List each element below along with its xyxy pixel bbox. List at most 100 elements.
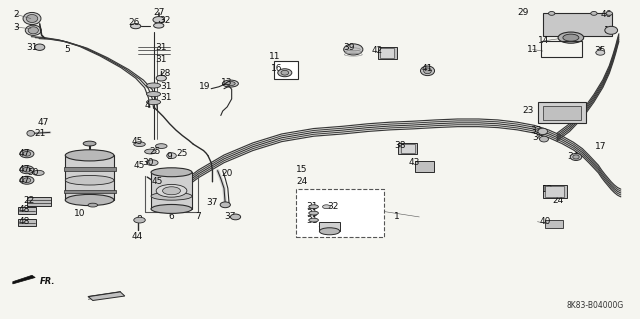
Ellipse shape xyxy=(147,92,161,97)
Ellipse shape xyxy=(223,80,238,87)
Text: 37: 37 xyxy=(225,212,236,221)
Bar xyxy=(296,189,384,237)
Ellipse shape xyxy=(20,176,34,184)
Text: 3: 3 xyxy=(13,23,19,32)
Text: 45: 45 xyxy=(134,161,145,170)
Ellipse shape xyxy=(225,82,236,86)
Ellipse shape xyxy=(147,160,158,166)
Text: 25: 25 xyxy=(177,149,188,158)
Text: 22: 22 xyxy=(23,197,35,205)
Text: 44: 44 xyxy=(132,232,143,241)
Ellipse shape xyxy=(230,214,241,220)
Text: 42: 42 xyxy=(372,46,383,55)
Text: 31: 31 xyxy=(26,43,38,52)
Bar xyxy=(543,185,567,198)
Ellipse shape xyxy=(319,223,340,230)
Text: 24: 24 xyxy=(552,197,564,205)
Bar xyxy=(415,161,434,172)
Ellipse shape xyxy=(308,211,319,215)
Bar xyxy=(545,186,564,197)
Ellipse shape xyxy=(156,144,167,149)
Text: 35: 35 xyxy=(595,46,606,55)
Bar xyxy=(543,106,581,120)
Ellipse shape xyxy=(28,27,38,34)
Ellipse shape xyxy=(23,178,31,182)
Text: 40: 40 xyxy=(540,217,551,226)
Text: 1: 1 xyxy=(394,212,399,221)
Ellipse shape xyxy=(605,26,618,34)
Ellipse shape xyxy=(134,217,145,223)
Text: 31: 31 xyxy=(307,202,318,211)
Ellipse shape xyxy=(20,166,34,174)
Text: 27: 27 xyxy=(153,8,164,17)
Text: 48: 48 xyxy=(19,217,30,226)
Text: 29: 29 xyxy=(518,8,529,17)
Ellipse shape xyxy=(156,75,166,81)
Ellipse shape xyxy=(308,218,319,222)
Ellipse shape xyxy=(27,130,35,136)
Ellipse shape xyxy=(156,184,187,197)
Ellipse shape xyxy=(35,44,45,50)
Text: 31: 31 xyxy=(156,55,167,63)
Text: 30: 30 xyxy=(143,158,154,167)
Text: 15: 15 xyxy=(296,165,308,174)
Bar xyxy=(541,41,582,57)
Ellipse shape xyxy=(540,136,548,142)
Text: 45: 45 xyxy=(151,177,163,186)
Text: 48: 48 xyxy=(19,205,30,214)
Text: 50: 50 xyxy=(28,168,39,177)
Text: 10: 10 xyxy=(74,209,86,218)
Ellipse shape xyxy=(323,205,330,209)
Ellipse shape xyxy=(26,14,38,23)
Ellipse shape xyxy=(20,150,34,158)
Ellipse shape xyxy=(147,83,161,88)
Ellipse shape xyxy=(153,17,164,23)
Text: 2: 2 xyxy=(13,10,19,19)
Text: 8K83-B04000G: 8K83-B04000G xyxy=(567,301,624,310)
Text: 32: 32 xyxy=(327,202,339,211)
Bar xyxy=(64,167,116,171)
Ellipse shape xyxy=(131,24,141,29)
Ellipse shape xyxy=(220,202,230,208)
Ellipse shape xyxy=(151,204,192,213)
Bar xyxy=(27,197,51,206)
Bar xyxy=(18,207,36,214)
Bar xyxy=(398,143,417,154)
Bar xyxy=(274,61,298,79)
Bar xyxy=(401,144,415,153)
Ellipse shape xyxy=(23,151,31,156)
Text: 39: 39 xyxy=(343,43,355,52)
Ellipse shape xyxy=(344,44,363,55)
Text: 17: 17 xyxy=(595,142,606,151)
Ellipse shape xyxy=(570,153,582,160)
Ellipse shape xyxy=(424,68,431,74)
Text: 38: 38 xyxy=(394,141,406,150)
Ellipse shape xyxy=(147,100,161,105)
Ellipse shape xyxy=(573,155,579,159)
Bar xyxy=(18,219,36,226)
Text: 37: 37 xyxy=(207,198,218,207)
Text: 36: 36 xyxy=(532,133,543,142)
Bar xyxy=(64,190,116,193)
Ellipse shape xyxy=(606,11,612,15)
Ellipse shape xyxy=(151,168,192,177)
Bar xyxy=(543,13,612,36)
Text: 46: 46 xyxy=(601,10,612,19)
Text: 6: 6 xyxy=(169,212,174,221)
Text: 23: 23 xyxy=(522,106,534,115)
Ellipse shape xyxy=(33,170,44,175)
Bar xyxy=(65,155,114,200)
Text: 34: 34 xyxy=(567,152,579,161)
Ellipse shape xyxy=(420,66,435,76)
Ellipse shape xyxy=(281,70,289,75)
Text: 4: 4 xyxy=(145,101,150,110)
Text: 41: 41 xyxy=(422,64,433,73)
Text: 26: 26 xyxy=(129,19,140,27)
Text: 14: 14 xyxy=(538,36,550,45)
Bar xyxy=(319,222,340,231)
Text: 28: 28 xyxy=(159,69,171,78)
Ellipse shape xyxy=(23,12,41,25)
Text: 31: 31 xyxy=(156,43,167,52)
Text: 31: 31 xyxy=(307,216,318,225)
Text: 18: 18 xyxy=(604,26,615,35)
